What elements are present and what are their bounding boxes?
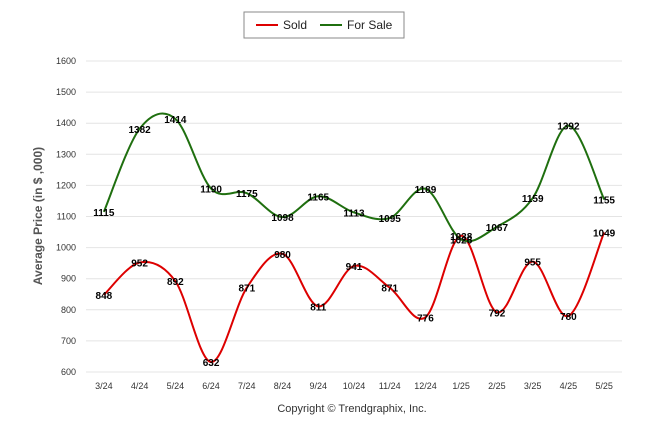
x-axis-ticks: 3/24 4/24 5/24 6/24 7/24 8/24 9/24 10/24 11/24 12… [95, 381, 613, 391]
for-sale-data-label: 1115 [93, 208, 115, 219]
y-tick-label: 700 [61, 336, 76, 346]
y-tick-label: 1000 [56, 243, 76, 253]
x-tick-label: 3/24 [95, 381, 113, 391]
y-tick-label: 1400 [56, 118, 76, 128]
for-sale-data-label: 1165 [307, 192, 329, 203]
x-tick-label: 10/24 [343, 381, 366, 391]
x-tick-label: 4/25 [560, 381, 578, 391]
grid-lines [86, 60, 622, 373]
x-tick-label: 5/24 [167, 381, 185, 391]
x-tick-label: 9/24 [310, 381, 328, 391]
for-sale-data-label: 1382 [128, 125, 151, 136]
for-sale-data-label: 1098 [271, 213, 294, 224]
x-tick-label: 3/25 [524, 381, 542, 391]
sold-data-label: 871 [238, 284, 255, 295]
for-sale-data-label: 1159 [522, 194, 544, 205]
for-sale-data-label: 1095 [379, 214, 402, 225]
copyright-text: Copyright © Trendgraphix, Inc. [277, 403, 426, 415]
y-axis-ticks: 600 700 800 900 1000 1100 1200 1300 1400 1500 1600 [56, 56, 76, 377]
x-tick-label: 2/25 [488, 381, 506, 391]
for-sale-data-label: 1190 [200, 185, 222, 196]
sold-data-label: 632 [203, 358, 220, 369]
data-labels: 848 952 892 632 871 980 811 941 871 776 1038 792 955… [93, 115, 615, 369]
sold-data-label: 776 [417, 313, 434, 324]
x-tick-label: 5/25 [595, 381, 613, 391]
sold-data-label: 941 [346, 262, 363, 273]
sold-data-label: 1038 [450, 232, 473, 243]
sold-data-label: 792 [489, 308, 506, 319]
legend: Sold For Sale [243, 11, 405, 39]
legend-for-sale-label: For Sale [347, 18, 393, 32]
sold-data-label: 848 [96, 291, 113, 302]
y-tick-label: 900 [61, 274, 76, 284]
sold-data-label: 980 [274, 250, 291, 261]
sold-line [103, 231, 606, 364]
x-tick-label: 6/24 [202, 381, 220, 391]
series-lines [102, 112, 606, 364]
legend-sold-label: Sold [283, 18, 307, 32]
for-sale-line [102, 112, 606, 243]
y-axis-title: Average Price (in $ ,000) [31, 147, 45, 285]
x-tick-label: 1/25 [452, 381, 470, 391]
for-sale-data-label: 1189 [415, 185, 437, 196]
sold-data-label: 811 [310, 302, 327, 313]
for-sale-data-label: 1067 [486, 223, 509, 234]
x-tick-label: 11/24 [379, 381, 401, 391]
for-sale-data-label: 1414 [164, 115, 187, 126]
y-tick-label: 1500 [56, 87, 76, 97]
x-tick-label: 4/24 [131, 381, 149, 391]
y-tick-label: 800 [61, 305, 76, 315]
x-tick-label: 8/24 [274, 381, 292, 391]
x-tick-label: 7/24 [238, 381, 256, 391]
for-sale-data-label: 1155 [593, 195, 615, 206]
y-tick-label: 1200 [56, 180, 76, 190]
x-tick-label: 12/24 [414, 381, 437, 391]
y-tick-label: 1100 [57, 212, 76, 222]
sold-data-label: 780 [560, 312, 577, 323]
y-tick-label: 1600 [56, 56, 76, 66]
sold-data-label: 952 [131, 259, 148, 270]
for-sale-data-label: 1026 [450, 236, 473, 247]
sold-data-label: 955 [524, 258, 541, 269]
for-sale-data-label: 1392 [557, 122, 580, 133]
sold-data-label: 1049 [593, 228, 616, 239]
sold-data-label: 871 [381, 284, 398, 295]
y-tick-label: 600 [61, 367, 76, 377]
sold-data-label: 892 [167, 277, 184, 288]
for-sale-data-label: 1113 [343, 208, 365, 219]
for-sale-data-label: 1175 [236, 189, 258, 200]
y-tick-label: 1300 [56, 149, 76, 159]
